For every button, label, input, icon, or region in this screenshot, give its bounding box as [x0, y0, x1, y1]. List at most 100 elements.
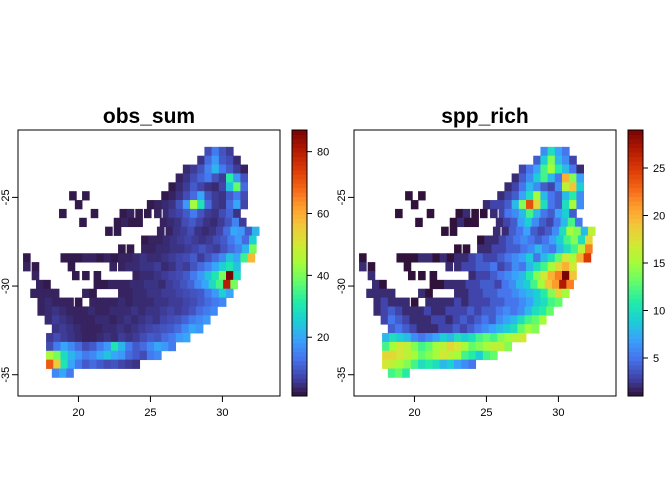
raster-cell — [474, 306, 482, 316]
raster-cell — [554, 270, 563, 281]
raster-cell — [546, 306, 554, 316]
raster-cell — [240, 200, 249, 210]
raster-cell — [211, 253, 220, 263]
colorbar-segment — [628, 130, 643, 135]
colorbar-tick-label: 20 — [653, 211, 665, 223]
colorbar-segment — [292, 258, 307, 264]
raster-cell — [517, 324, 525, 334]
colorbar-segment — [628, 267, 643, 273]
colorbar-obs-sum: 20 40 60 80 — [291, 129, 329, 397]
raster-cell — [585, 244, 593, 254]
raster-cell — [118, 350, 126, 361]
colorbar-tick-label: 5 — [653, 353, 659, 365]
raster-cell — [161, 341, 169, 352]
raster-cell — [461, 341, 469, 352]
colorbar-segment — [292, 214, 307, 220]
raster-cell — [432, 359, 441, 369]
raster-cell — [418, 359, 426, 369]
raster-cell — [168, 333, 177, 343]
raster-cell — [116, 306, 125, 316]
raster-cell — [132, 297, 141, 307]
raster-cell — [211, 208, 220, 219]
raster-cell — [468, 270, 477, 281]
raster-cell — [218, 200, 227, 210]
raster-cell — [585, 235, 593, 245]
raster-cell — [165, 226, 174, 236]
raster-cell — [190, 200, 198, 210]
raster-cell — [439, 350, 448, 361]
raster-cell — [184, 235, 192, 245]
raster-cell — [182, 288, 191, 298]
raster-cell — [553, 217, 561, 228]
colorbar-segment — [628, 147, 643, 153]
raster-cell — [182, 173, 191, 183]
raster-cell — [402, 297, 410, 307]
raster-cell — [102, 306, 110, 316]
raster-cell — [211, 164, 220, 174]
raster-cell — [175, 288, 184, 298]
raster-cell — [423, 306, 432, 316]
raster-cell — [547, 270, 556, 281]
raster-cell — [204, 200, 213, 210]
raster-cell — [402, 306, 410, 316]
raster-cell — [497, 288, 505, 298]
colorbar-segment — [628, 205, 643, 211]
raster-cell — [204, 297, 213, 307]
raster-cell — [462, 244, 471, 254]
raster-cell — [220, 235, 228, 245]
raster-cell — [530, 226, 538, 236]
raster-cell — [547, 155, 556, 165]
raster-cell — [465, 279, 474, 290]
raster-cell — [146, 350, 155, 361]
raster-cell — [202, 315, 211, 325]
raster-cell — [490, 288, 498, 298]
raster-cell — [113, 226, 122, 236]
raster-cell — [154, 333, 162, 343]
raster-cell — [109, 315, 118, 325]
raster-cell — [474, 315, 482, 325]
raster-cell — [102, 324, 110, 334]
raster-cell — [125, 253, 133, 263]
colorbar-segment — [292, 209, 307, 215]
x-axis-obs-sum: 20 25 30 — [72, 396, 229, 419]
raster-cell — [208, 279, 217, 290]
raster-cell — [540, 297, 549, 307]
raster-cell — [174, 315, 182, 325]
raster-cell — [231, 217, 240, 228]
raster-cell — [458, 279, 466, 290]
raster-cell — [511, 208, 520, 219]
raster-cell — [491, 235, 500, 245]
raster-cell — [23, 253, 31, 263]
raster-cell — [533, 288, 541, 298]
raster-cell — [59, 368, 67, 378]
raster-cell — [139, 297, 148, 307]
raster-cell — [454, 333, 462, 343]
raster-cell — [452, 306, 461, 316]
raster-cell — [569, 208, 577, 219]
raster-cell — [169, 244, 178, 254]
colorbar-segment — [292, 280, 307, 286]
raster-cell — [477, 244, 485, 254]
raster-cell — [201, 226, 210, 236]
raster-cell — [218, 297, 227, 307]
colorbar-tick-label: 25 — [653, 163, 665, 175]
raster-cell — [168, 200, 177, 210]
raster-cell — [510, 315, 518, 325]
raster-cell — [73, 324, 82, 334]
raster-cell — [159, 217, 168, 228]
raster-cell — [74, 333, 83, 343]
raster-cell — [554, 182, 563, 192]
raster-cell — [132, 333, 141, 343]
raster-cell — [526, 191, 534, 201]
raster-cell — [389, 333, 397, 343]
raster-cell — [161, 191, 169, 201]
raster-cell — [432, 341, 441, 352]
raster-cell — [166, 324, 175, 334]
raster-cell — [82, 288, 90, 298]
raster-cell — [103, 253, 112, 263]
raster-cell — [118, 262, 126, 272]
raster-cell — [224, 217, 233, 228]
raster-cell — [204, 262, 213, 272]
raster-cell — [446, 341, 455, 352]
raster-cell — [102, 315, 110, 325]
